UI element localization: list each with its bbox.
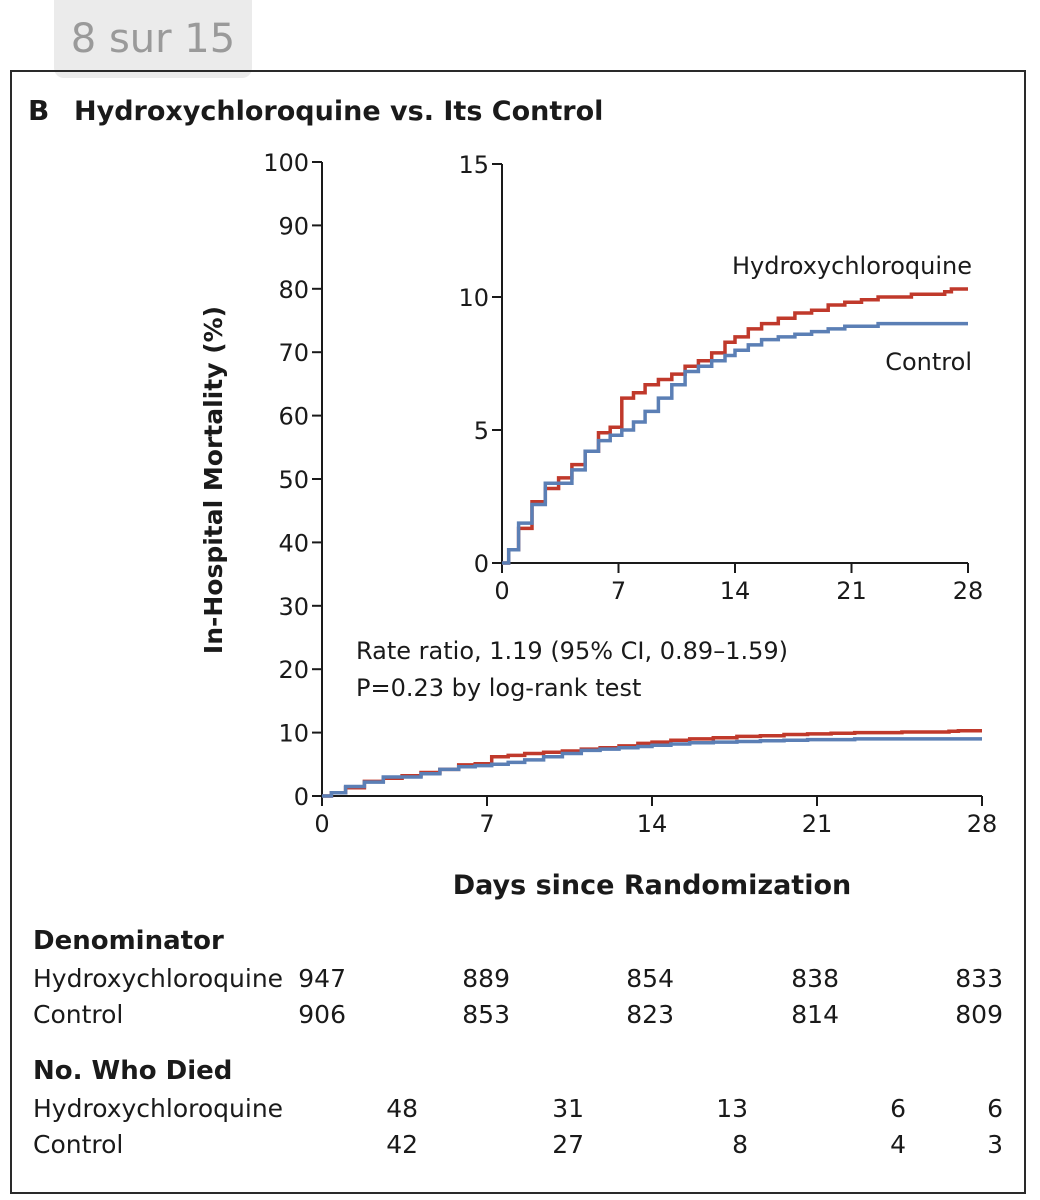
inset-series-control [502,321,968,565]
table-cell: 853 [462,1000,510,1029]
x-tick-label: 7 [611,577,626,605]
table-cell: 13 [716,1094,748,1123]
figure-frame [10,70,1026,1194]
table-cell: 947 [298,964,346,993]
page-indicator: 8 sur 15 [54,0,252,78]
table-cell: 809 [955,1000,1003,1029]
inset-label-control: Control [885,348,972,376]
x-tick-label: 14 [637,810,668,838]
table-cell: 838 [791,964,839,993]
inset-chart-plot [502,287,968,565]
y-tick-label: 10 [278,720,309,748]
y-tick-label: 60 [278,403,309,431]
deaths-row-label-control: Control [33,1130,124,1159]
table-cell: 889 [462,964,510,993]
y-tick-label: 30 [278,593,309,621]
y-tick-label: 90 [278,212,309,240]
x-tick-label: 21 [836,577,867,605]
y-tick-label: 70 [278,339,309,367]
p-value-annotation: P=0.23 by log-rank test [356,674,641,702]
x-tick-label: 0 [494,577,509,605]
inset-chart-axes: 0 5 10 15 0 7 14 21 28 [458,151,983,605]
denominator-heading: Denominator [33,926,224,956]
x-tick-label: 28 [967,810,998,838]
table-cell: 854 [626,964,674,993]
table-cell: 814 [791,1000,839,1029]
inset-series-hydroxychloroquine [502,287,968,565]
main-series-control [322,737,982,798]
denominator-row-label-control: Control [33,1000,124,1029]
x-tick-label: 0 [314,810,329,838]
table-cell: 833 [955,964,1003,993]
y-axis-label: In-Hospital Mortality (%) [199,306,228,654]
table-cell: 906 [298,1000,346,1029]
panel-letter: B [28,94,50,127]
denominator-row-label-hcq: Hydroxychloroquine [33,964,284,993]
y-tick-label: 80 [278,276,309,304]
y-tick-label: 15 [458,151,489,179]
deaths-row-label-hcq: Hydroxychloroquine [33,1094,284,1123]
panel-title: Hydroxychloroquine vs. Its Control [74,96,604,127]
y-tick-label: 100 [263,149,309,177]
table-cell: 4 [890,1130,906,1159]
y-tick-label: 40 [278,529,309,557]
y-tick-label: 0 [474,550,489,578]
main-chart-plot [322,728,982,798]
mortality-chart: 0 10 20 30 40 50 60 70 80 90 100 0 7 14 21 28 0 5 10 15 0 7 1… [199,149,997,901]
table-cell: 31 [552,1094,584,1123]
table-cell: 27 [552,1130,584,1159]
table-cell: 8 [732,1130,748,1159]
inset-label-hydroxychloroquine: Hydroxychloroquine [732,252,972,280]
y-tick-label: 10 [458,284,489,312]
table-cell: 6 [890,1094,906,1123]
x-axis-label: Days since Randomization [453,870,852,901]
table-cell: 6 [987,1094,1003,1123]
y-tick-label: 5 [474,417,489,445]
deaths-heading: No. Who Died [33,1056,233,1086]
y-tick-label: 50 [278,466,309,494]
table-cell: 823 [626,1000,674,1029]
table-cell: 3 [987,1130,1003,1159]
y-tick-label: 20 [278,656,309,684]
y-tick-label: 0 [294,783,309,811]
table-cell: 48 [386,1094,418,1123]
x-tick-label: 14 [720,577,751,605]
x-tick-label: 7 [479,810,494,838]
x-tick-label: 28 [953,577,984,605]
rate-ratio-annotation: Rate ratio, 1.19 (95% CI, 0.89–1.59) [356,637,788,665]
x-tick-label: 21 [802,810,833,838]
table-cell: 42 [386,1130,418,1159]
